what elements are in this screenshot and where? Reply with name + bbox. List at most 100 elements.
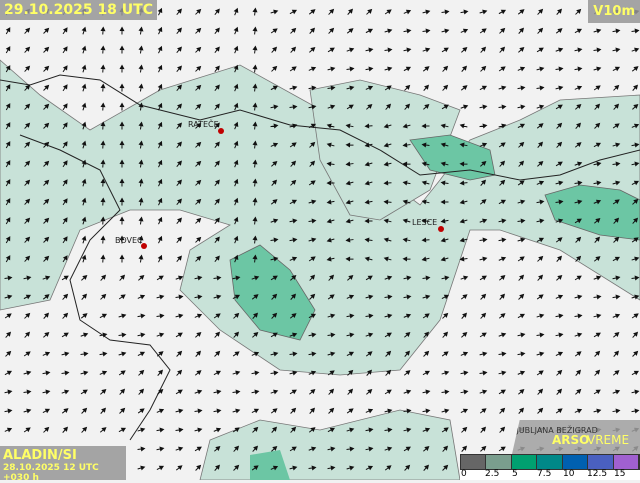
legend-tick: 2.5: [485, 469, 500, 479]
wind-arrow: [270, 256, 279, 262]
wind-arrow: [81, 407, 88, 414]
wind-arrow: [536, 104, 545, 110]
wind-arrow: [137, 446, 146, 452]
wind-arrow: [421, 199, 430, 205]
wind-arrow: [138, 45, 144, 54]
wind-arrow: [270, 389, 279, 395]
wind-arrow: [384, 465, 392, 471]
wind-arrow: [555, 332, 564, 338]
wind-arrow: [365, 275, 373, 281]
wind-arrow: [270, 408, 278, 414]
city-label-lesce: LESCE: [412, 218, 438, 227]
wind-arrow: [157, 102, 163, 111]
wind-arrow: [195, 27, 202, 34]
wind-arrow: [252, 45, 258, 54]
legend-tick: 5: [512, 469, 518, 479]
wind-arrow: [441, 28, 450, 34]
wind-arrow: [631, 256, 640, 262]
wind-arrow: [441, 47, 449, 53]
wind-arrow: [461, 46, 468, 53]
wind-arrow: [290, 27, 297, 34]
wind-arrow: [5, 198, 11, 206]
wind-arrow: [575, 255, 582, 262]
wind-arrow: [62, 198, 68, 206]
wind-arrow: [195, 350, 202, 357]
wind-arrow: [612, 123, 620, 129]
wind-arrow: [251, 275, 260, 281]
city-label-bovec: BOVEC: [115, 236, 143, 245]
wind-arrow: [575, 103, 582, 110]
wind-arrow: [176, 160, 182, 167]
wind-arrow: [119, 254, 125, 263]
wind-arrow: [24, 179, 31, 186]
wind-arrow: [119, 216, 125, 225]
wind-arrow: [347, 388, 354, 395]
wind-arrow: [80, 313, 88, 319]
wind-zone-light: [199, 409, 461, 480]
wind-arrow: [42, 389, 51, 395]
wind-arrow: [252, 7, 258, 16]
wind-arrow: [118, 351, 127, 357]
wind-arrow: [118, 332, 127, 338]
wind-arrow: [403, 294, 412, 300]
wind-arrow: [574, 408, 583, 414]
wind-arrow: [119, 83, 125, 92]
wind-arrow: [441, 275, 450, 281]
wind-arrow: [80, 389, 88, 395]
wind-arrow: [42, 351, 51, 357]
wind-arrow: [326, 180, 335, 186]
wind-arrow: [402, 161, 411, 167]
wind-arrow: [423, 446, 430, 452]
wind-arrow: [43, 84, 50, 91]
wind-arrow: [24, 331, 31, 338]
wind-arrow: [195, 141, 202, 148]
wind-arrow: [384, 389, 392, 395]
wind-arrow: [137, 427, 146, 433]
wind-arrow: [536, 180, 545, 186]
wind-arrow: [214, 65, 220, 73]
wind-arrow: [100, 45, 106, 54]
wind-arrow: [176, 198, 182, 205]
wind-arrow: [498, 332, 507, 338]
wind-arrow: [157, 26, 163, 35]
wind-arrow: [574, 85, 583, 91]
wind-arrow: [42, 370, 51, 376]
wind-arrow: [365, 294, 374, 300]
wind-arrow: [442, 312, 449, 319]
wind-arrow: [252, 102, 258, 111]
wind-arrow: [80, 370, 89, 376]
wind-arrow: [81, 159, 87, 168]
wind-arrow: [575, 388, 582, 395]
wind-arrow: [24, 217, 31, 224]
wind-arrow: [289, 237, 298, 243]
wind-arrow: [441, 294, 450, 300]
wind-arrow: [612, 408, 621, 414]
wind-arrow: [555, 47, 564, 53]
wind-arrow: [327, 332, 336, 338]
wind-arrow: [403, 9, 412, 15]
wind-arrow: [308, 104, 317, 110]
wind-arrow: [460, 370, 469, 376]
wind-arrow: [385, 350, 392, 357]
wind-arrow: [556, 122, 563, 129]
wind-arrow: [517, 351, 526, 357]
wind-arrow: [176, 369, 183, 376]
wind-arrow: [232, 427, 240, 433]
wind-arrow: [365, 332, 374, 338]
wind-arrow: [137, 465, 146, 471]
wind-arrow: [517, 85, 526, 91]
wind-arrow: [441, 389, 450, 395]
wind-arrow: [422, 294, 431, 300]
wind-arrow: [631, 123, 640, 129]
wind-arrow: [308, 351, 317, 357]
wind-arrow: [404, 84, 411, 91]
wind-arrow: [43, 160, 50, 167]
wind-arrow: [440, 142, 449, 148]
color-legend: 0 2.5 5 7.5 10 12.5 15: [460, 454, 640, 480]
wind-arrow: [537, 255, 544, 262]
wind-arrow: [157, 45, 163, 54]
wind-arrow: [62, 255, 68, 263]
border-line: [0, 74, 640, 181]
wind-arrow: [270, 218, 279, 224]
wind-arrow: [593, 142, 602, 148]
